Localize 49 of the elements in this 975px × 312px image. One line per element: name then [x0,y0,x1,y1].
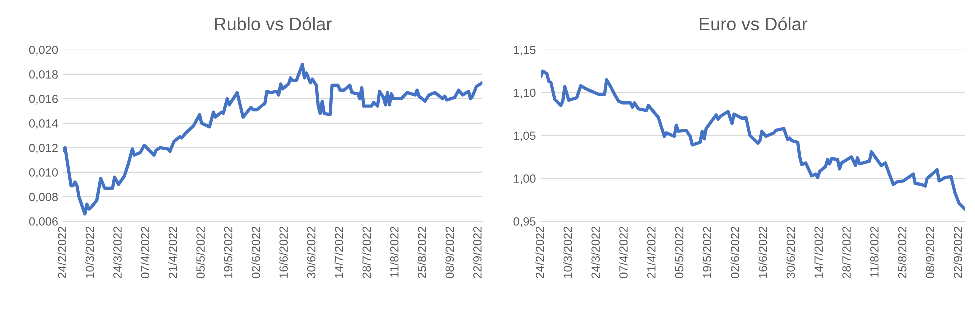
x-tick-label: 22/9/2022 [954,226,962,278]
y-tick-label: 0,018 [29,70,58,80]
x-tick-label: 08/9/2022 [926,226,935,278]
y-tick-label: 1,00 [514,174,536,184]
y-tick-label: 0,006 [29,218,58,228]
x-tick-label: 02/6/2022 [252,226,260,278]
x-tick-label: 07/4/2022 [140,226,150,278]
x-tick-label: 16/6/2022 [758,226,768,278]
x-tick-label: 05/5/2022 [675,226,684,278]
x-tick-label: 02/6/2022 [730,226,740,278]
x-tick-label: 25/8/2022 [418,226,426,278]
x-tick-label: 22/9/2022 [473,226,482,278]
x-tick-label: 28/7/2022 [362,226,372,278]
x-tick-label: 08/9/2022 [445,226,454,278]
x-tick-label: 21/4/2022 [647,226,656,278]
x-tick-label: 11/8/2022 [390,226,399,278]
x-tick-label: 28/7/2022 [842,226,851,278]
x-tick-label: 30/6/2022 [307,226,316,278]
x-tick-label: 05/5/2022 [196,226,205,278]
x-tick-label: 10/3/2022 [86,226,94,278]
line-series [63,63,483,216]
x-tick-label: 24/2/2022 [58,226,67,278]
x-tick-label: 25/8/2022 [898,226,907,278]
y-tick-label: 0,010 [29,168,58,178]
x-tick-label: 24/3/2022 [113,226,122,278]
x-tick-label: 24/3/2022 [591,226,600,278]
y-tick-label: 0,014 [29,119,58,130]
chart-title: Euro vs Dólar [700,17,808,31]
y-tick-label: 0,008 [29,193,58,203]
y-tick-label: 0,020 [29,46,58,56]
y-tick-label: 1,05 [514,132,536,142]
x-tick-label: 30/6/2022 [786,226,796,278]
y-tick-label: 0,012 [29,144,58,154]
x-tick-label: 10/3/2022 [564,226,572,278]
x-tick-label: 19/5/2022 [702,226,712,278]
x-tick-label: 24/2/2022 [536,226,544,278]
y-tick-label: 1,15 [514,46,536,56]
x-tick-label: 16/6/2022 [279,226,288,278]
chart-title: Rublo vs Dólar [215,17,332,31]
x-tick-label: 07/4/2022 [619,226,628,278]
y-tick-label: 0,016 [29,94,58,105]
x-tick-label: 14/7/2022 [334,226,344,278]
x-tick-label: 21/4/2022 [168,226,178,278]
x-tick-label: 14/7/2022 [814,226,824,278]
x-tick-label: 11/8/2022 [870,226,879,278]
y-tick-label: 0,95 [514,218,536,228]
x-tick-label: 19/5/2022 [224,226,233,278]
y-tick-label: 1,10 [514,88,536,99]
line-series [541,70,966,212]
